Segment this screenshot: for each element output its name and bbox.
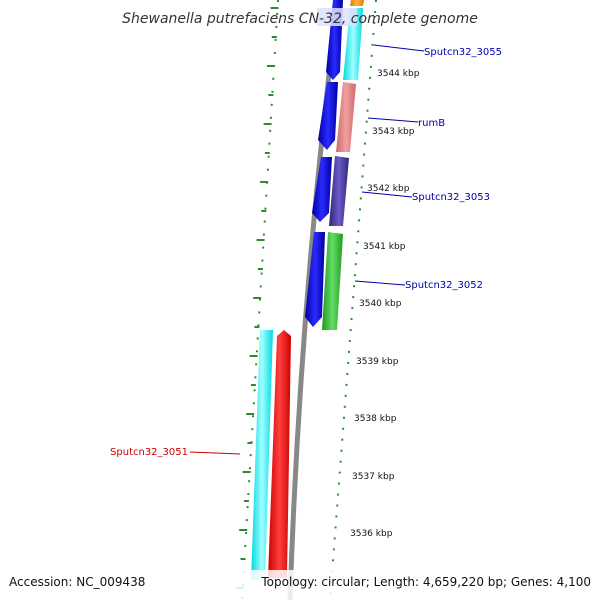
cds-green <box>322 232 343 330</box>
tick-label: 3536 kbp <box>350 529 393 539</box>
gene-label-sputcn32-3052: Sputcn32_3052 <box>405 280 483 291</box>
tick-label: 3538 kbp <box>354 414 397 424</box>
tick-marks <box>235 7 279 589</box>
tick-label: 3537 kbp <box>352 472 395 482</box>
forward-cds-2 <box>318 82 338 150</box>
tick-label: 3544 kbp <box>377 69 420 79</box>
leader-sputcn32-3053 <box>361 191 413 198</box>
cds-red-long <box>268 330 291 578</box>
tick-label: 3541 kbp <box>363 242 406 252</box>
forward-cds-4 <box>305 232 325 327</box>
map-title: Shewanella putrefaciens CN-32, complete … <box>122 11 478 27</box>
accession-text: Accession: NC_009438 <box>9 575 145 589</box>
gene-label-sputcn32-3051: Sputcn32_3051 <box>110 447 188 458</box>
tick-label: 3543 kbp <box>372 127 415 137</box>
gene-label-sputcn32-3053: Sputcn32_3053 <box>412 192 490 203</box>
topology-text: Topology: circular; Length: 4,659,220 bp… <box>260 575 591 589</box>
leader-sputcn32-3051 <box>189 451 241 455</box>
leader-rumB <box>367 117 419 123</box>
tick-label: 3540 kbp <box>359 299 402 309</box>
gene-label-rumB: rumB <box>418 118 445 129</box>
outer-dotted-ring <box>329 0 377 600</box>
cds-pink-rumB <box>336 82 356 152</box>
cds-cyan-long <box>251 330 273 580</box>
forward-cds-3 <box>312 157 332 222</box>
footer-background <box>0 570 600 600</box>
tick-label: 3542 kbp <box>367 184 410 194</box>
cds-orange <box>350 0 364 6</box>
cds-cyan-top <box>343 8 363 80</box>
cds-purple <box>329 156 349 226</box>
leader-sputcn32-3055 <box>373 44 425 52</box>
inner-dotted-ring <box>241 0 279 600</box>
leader-sputcn32-3052 <box>354 280 406 286</box>
title-highlight <box>317 8 357 26</box>
gene-label-sputcn32-3055: Sputcn32_3055 <box>424 47 502 58</box>
tick-label: 3539 kbp <box>356 357 399 367</box>
